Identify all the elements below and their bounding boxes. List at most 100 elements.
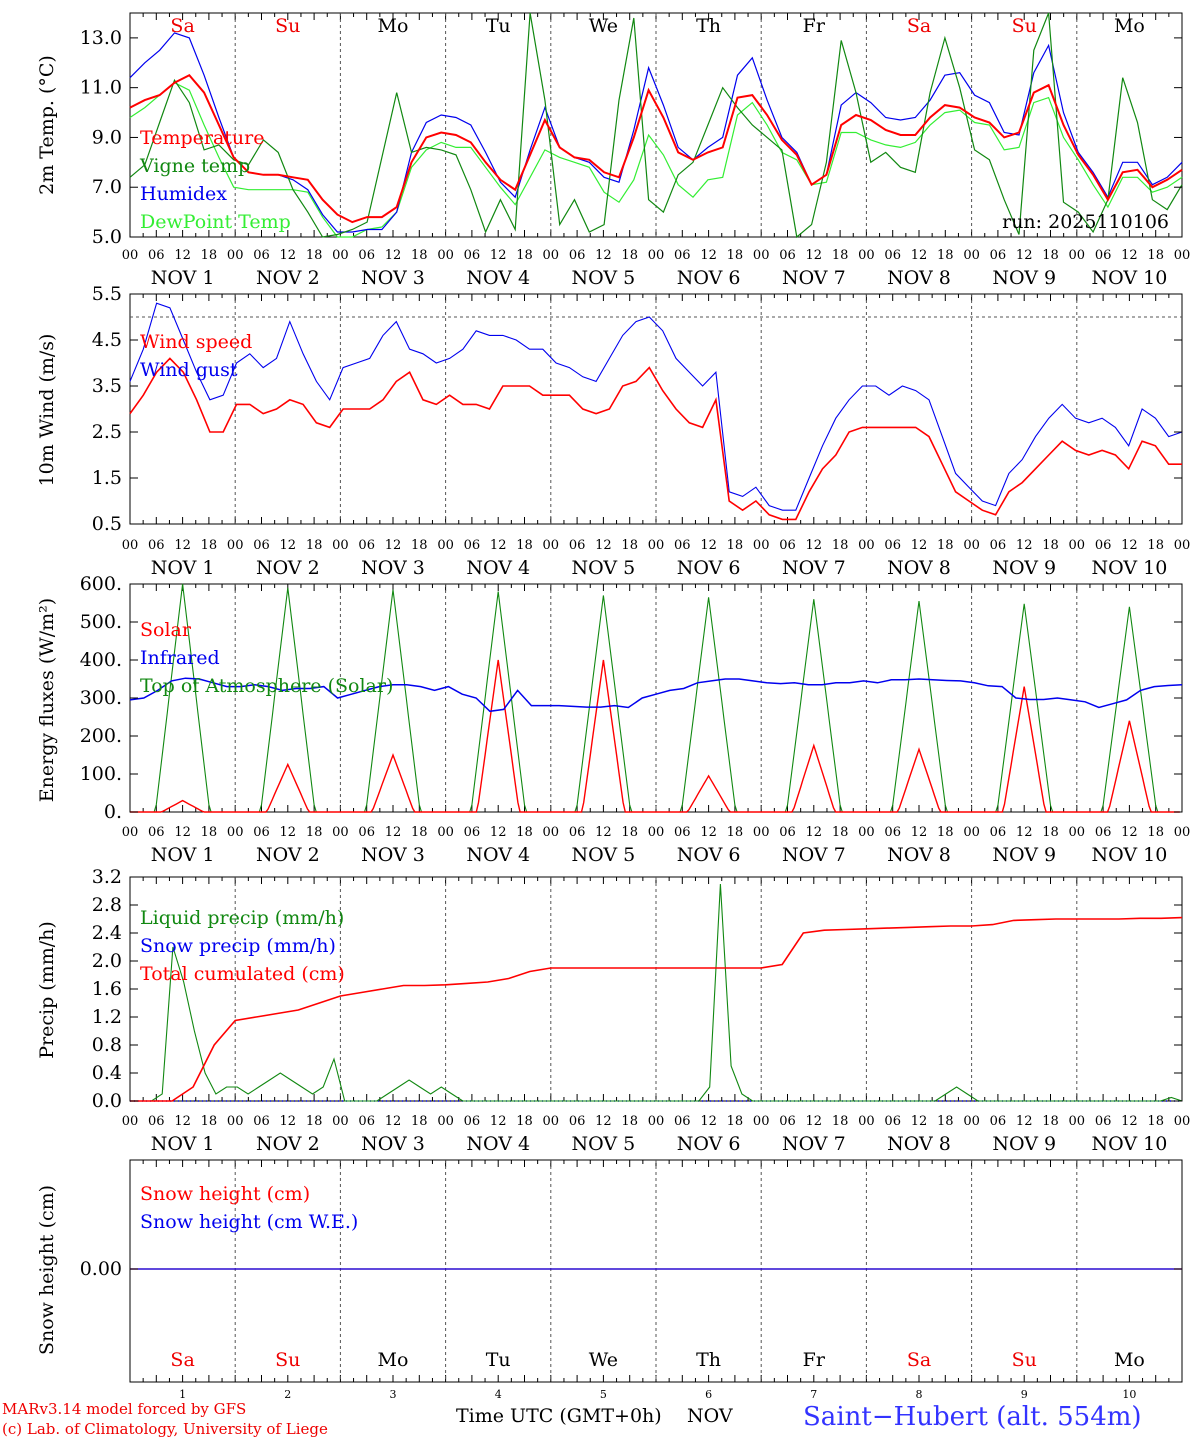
hour-tick-label: 12 [911, 538, 928, 553]
day-name: Mo [378, 1349, 409, 1371]
date-label: NOV 7 [782, 267, 846, 289]
hour-tick-label: 06 [990, 1114, 1007, 1129]
hour-tick-label: 12 [174, 248, 191, 263]
hour-tick-label: 06 [253, 538, 270, 553]
day-number: 3 [390, 1388, 397, 1401]
hour-tick-label: 12 [280, 248, 297, 263]
hour-tick-label: 18 [937, 248, 954, 263]
hour-tick-label: 18 [937, 538, 954, 553]
hour-tick-label: 18 [727, 825, 744, 840]
series-line [129, 302, 1183, 511]
date-label: NOV 10 [1091, 267, 1167, 289]
date-label: NOV 5 [572, 1133, 636, 1155]
date-label: NOV 4 [466, 557, 530, 579]
hour-tick-label: 00 [858, 248, 875, 263]
hour-tick-label: 00 [437, 248, 454, 263]
hour-tick-label: 12 [1121, 538, 1138, 553]
hour-tick-label: 00 [963, 1114, 980, 1129]
hour-tick-label: 06 [884, 1114, 901, 1129]
hour-tick-label: 18 [306, 538, 323, 553]
day-name: Su [275, 15, 300, 37]
hour-tick-label: 18 [727, 1114, 744, 1129]
y-tick-label: 200. [80, 725, 122, 747]
day-number: 9 [1021, 1388, 1028, 1401]
hour-tick-label: 12 [280, 825, 297, 840]
hour-tick-label: 00 [1069, 825, 1086, 840]
series-line [129, 677, 1183, 713]
hour-tick-label: 12 [385, 825, 402, 840]
hour-tick-label: 18 [832, 1114, 849, 1129]
hour-tick-label: 06 [1095, 1114, 1112, 1129]
hour-tick-label: 12 [1121, 1114, 1138, 1129]
hour-tick-label: 00 [753, 1114, 770, 1129]
day-name: Mo [378, 15, 409, 37]
hour-tick-label: 06 [674, 248, 691, 263]
day-name: Sa [907, 1349, 931, 1371]
hour-tick-label: 06 [990, 248, 1007, 263]
hour-tick-label: 18 [621, 538, 638, 553]
day-name: Tu [486, 15, 511, 37]
hour-tick-label: 06 [569, 538, 586, 553]
hour-tick-label: 12 [490, 538, 507, 553]
date-label: NOV 4 [466, 844, 530, 866]
hour-tick-label: 00 [963, 248, 980, 263]
day-name: Mo [1114, 15, 1145, 37]
hour-tick-label: 18 [516, 248, 533, 263]
hour-tick-label: 06 [779, 248, 796, 263]
series-line [130, 659, 1180, 813]
hour-tick-label: 00 [122, 248, 139, 263]
hour-tick-label: 00 [648, 538, 665, 553]
y-tick-label: 9.0 [92, 126, 122, 148]
date-label: NOV 5 [572, 557, 636, 579]
hour-tick-label: 06 [884, 825, 901, 840]
y-tick-label: 1.2 [92, 1006, 122, 1028]
hour-tick-label: 18 [1147, 248, 1164, 263]
hour-tick-label: 06 [569, 248, 586, 263]
date-label: NOV 3 [361, 267, 425, 289]
hour-tick-label: 00 [332, 825, 349, 840]
hour-tick-label: 00 [332, 1114, 349, 1129]
date-label: NOV 8 [887, 267, 951, 289]
hour-tick-label: 12 [1016, 825, 1033, 840]
hour-tick-label: 06 [253, 248, 270, 263]
hour-tick-label: 12 [490, 825, 507, 840]
hour-tick-label: 12 [385, 1114, 402, 1129]
hour-tick-label: 18 [1042, 825, 1059, 840]
hour-tick-label: 06 [464, 538, 481, 553]
hour-tick-label: 18 [832, 538, 849, 553]
day-number: 1 [179, 1388, 186, 1401]
hour-tick-label: 00 [1174, 1114, 1191, 1129]
hour-tick-label: 12 [385, 248, 402, 263]
hour-tick-label: 12 [911, 248, 928, 263]
day-name: Sa [170, 1349, 194, 1371]
temperature-panel: Sa Su Mo Tu We Th Fr Sa Su Mo 5.0 7.0 9.0 11.0 13.0 2m … [36, 12, 1190, 289]
hour-tick-label: 00 [1069, 248, 1086, 263]
hour-tick-label: 12 [1121, 825, 1138, 840]
legend-entry: Infrared [140, 647, 220, 669]
y-tick-label: 3.2 [92, 866, 122, 888]
date-label: NOV 7 [782, 844, 846, 866]
hour-tick-label: 00 [543, 825, 560, 840]
hour-tick-label: 06 [779, 538, 796, 553]
y-axis-label: 10m Wind (m/s) [36, 334, 58, 487]
hour-tick-label: 12 [595, 248, 612, 263]
snow-panel: 0.00 Snow height (cm) Snow height (cm) Snow… [36, 1159, 1183, 1401]
date-label: NOV 8 [887, 844, 951, 866]
y-tick-label: 0.8 [92, 1034, 122, 1056]
day-number: 5 [600, 1388, 607, 1401]
hour-tick-label: 18 [306, 248, 323, 263]
legend-entry: Snow height (cm) [140, 1183, 310, 1205]
hour-tick-label: 12 [1121, 248, 1138, 263]
y-tick-label: 1.5 [92, 467, 122, 489]
hour-tick-label: 00 [437, 538, 454, 553]
hour-tick-label: 12 [1016, 248, 1033, 263]
hour-tick-label: 12 [1016, 1114, 1033, 1129]
hour-tick-label: 12 [806, 825, 823, 840]
hour-tick-label: 00 [332, 538, 349, 553]
y-tick-label: 400. [80, 649, 122, 671]
date-label: NOV 2 [256, 844, 320, 866]
hour-tick-label: 12 [700, 1114, 717, 1129]
hour-tick-label: 00 [227, 248, 244, 263]
hour-tick-label: 06 [358, 825, 375, 840]
energy-panel: 0. 100. 200. 300. 400. 500. 600. Energy fluxes … [36, 573, 1190, 866]
